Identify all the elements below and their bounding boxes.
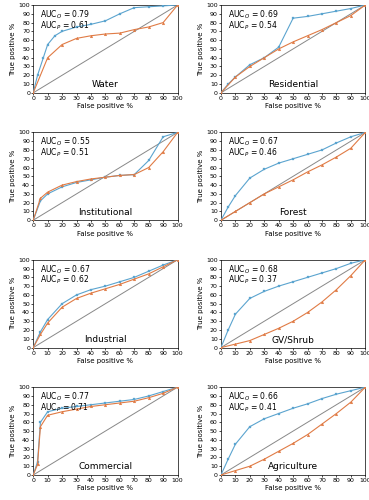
Text: AUC$_P$ = 0.54: AUC$_P$ = 0.54 xyxy=(228,19,277,32)
Y-axis label: True positive %: True positive % xyxy=(10,277,16,330)
Y-axis label: True positive %: True positive % xyxy=(198,150,204,203)
Text: GV/Shrub: GV/Shrub xyxy=(272,335,314,344)
X-axis label: False positive %: False positive % xyxy=(265,103,321,109)
Text: AUC$_P$ = 0.46: AUC$_P$ = 0.46 xyxy=(228,146,277,159)
Text: AUC$_O$ = 0.67: AUC$_O$ = 0.67 xyxy=(228,136,279,148)
Text: AUC$_O$ = 0.69: AUC$_O$ = 0.69 xyxy=(228,8,279,21)
Text: AUC$_O$ = 0.67: AUC$_O$ = 0.67 xyxy=(41,264,91,276)
Text: AUC$_O$ = 0.79: AUC$_O$ = 0.79 xyxy=(41,8,90,21)
X-axis label: False positive %: False positive % xyxy=(265,486,321,492)
Text: Institutional: Institutional xyxy=(78,208,132,216)
Text: Residential: Residential xyxy=(268,80,318,90)
Text: AUC$_P$ = 0.37: AUC$_P$ = 0.37 xyxy=(228,274,277,286)
X-axis label: False positive %: False positive % xyxy=(265,358,321,364)
Text: AUC$_P$ = 0.51: AUC$_P$ = 0.51 xyxy=(41,146,90,159)
Y-axis label: True positive %: True positive % xyxy=(10,22,16,76)
Y-axis label: True positive %: True positive % xyxy=(10,404,16,458)
Y-axis label: True positive %: True positive % xyxy=(10,150,16,203)
Text: AUC$_P$ = 0.62: AUC$_P$ = 0.62 xyxy=(41,274,89,286)
X-axis label: False positive %: False positive % xyxy=(77,230,134,236)
Text: AUC$_O$ = 0.55: AUC$_O$ = 0.55 xyxy=(41,136,91,148)
Text: AUC$_P$ = 0.41: AUC$_P$ = 0.41 xyxy=(228,401,277,413)
Text: Forest: Forest xyxy=(279,208,307,216)
Y-axis label: True positive %: True positive % xyxy=(198,277,204,330)
X-axis label: False positive %: False positive % xyxy=(77,358,134,364)
Text: Agriculture: Agriculture xyxy=(268,462,318,471)
Y-axis label: True positive %: True positive % xyxy=(198,404,204,458)
Text: AUC$_O$ = 0.77: AUC$_O$ = 0.77 xyxy=(41,390,90,403)
Text: AUC$_O$ = 0.66: AUC$_O$ = 0.66 xyxy=(228,390,279,403)
Text: Industrial: Industrial xyxy=(84,335,127,344)
Text: AUC$_P$ = 0.71: AUC$_P$ = 0.71 xyxy=(41,401,89,413)
X-axis label: False positive %: False positive % xyxy=(265,230,321,236)
Text: Water: Water xyxy=(92,80,119,90)
Y-axis label: True positive %: True positive % xyxy=(198,22,204,76)
X-axis label: False positive %: False positive % xyxy=(77,103,134,109)
X-axis label: False positive %: False positive % xyxy=(77,486,134,492)
Text: AUC$_O$ = 0.68: AUC$_O$ = 0.68 xyxy=(228,264,278,276)
Text: AUC$_P$ = 0.61: AUC$_P$ = 0.61 xyxy=(41,19,90,32)
Text: Commercial: Commercial xyxy=(78,462,132,471)
